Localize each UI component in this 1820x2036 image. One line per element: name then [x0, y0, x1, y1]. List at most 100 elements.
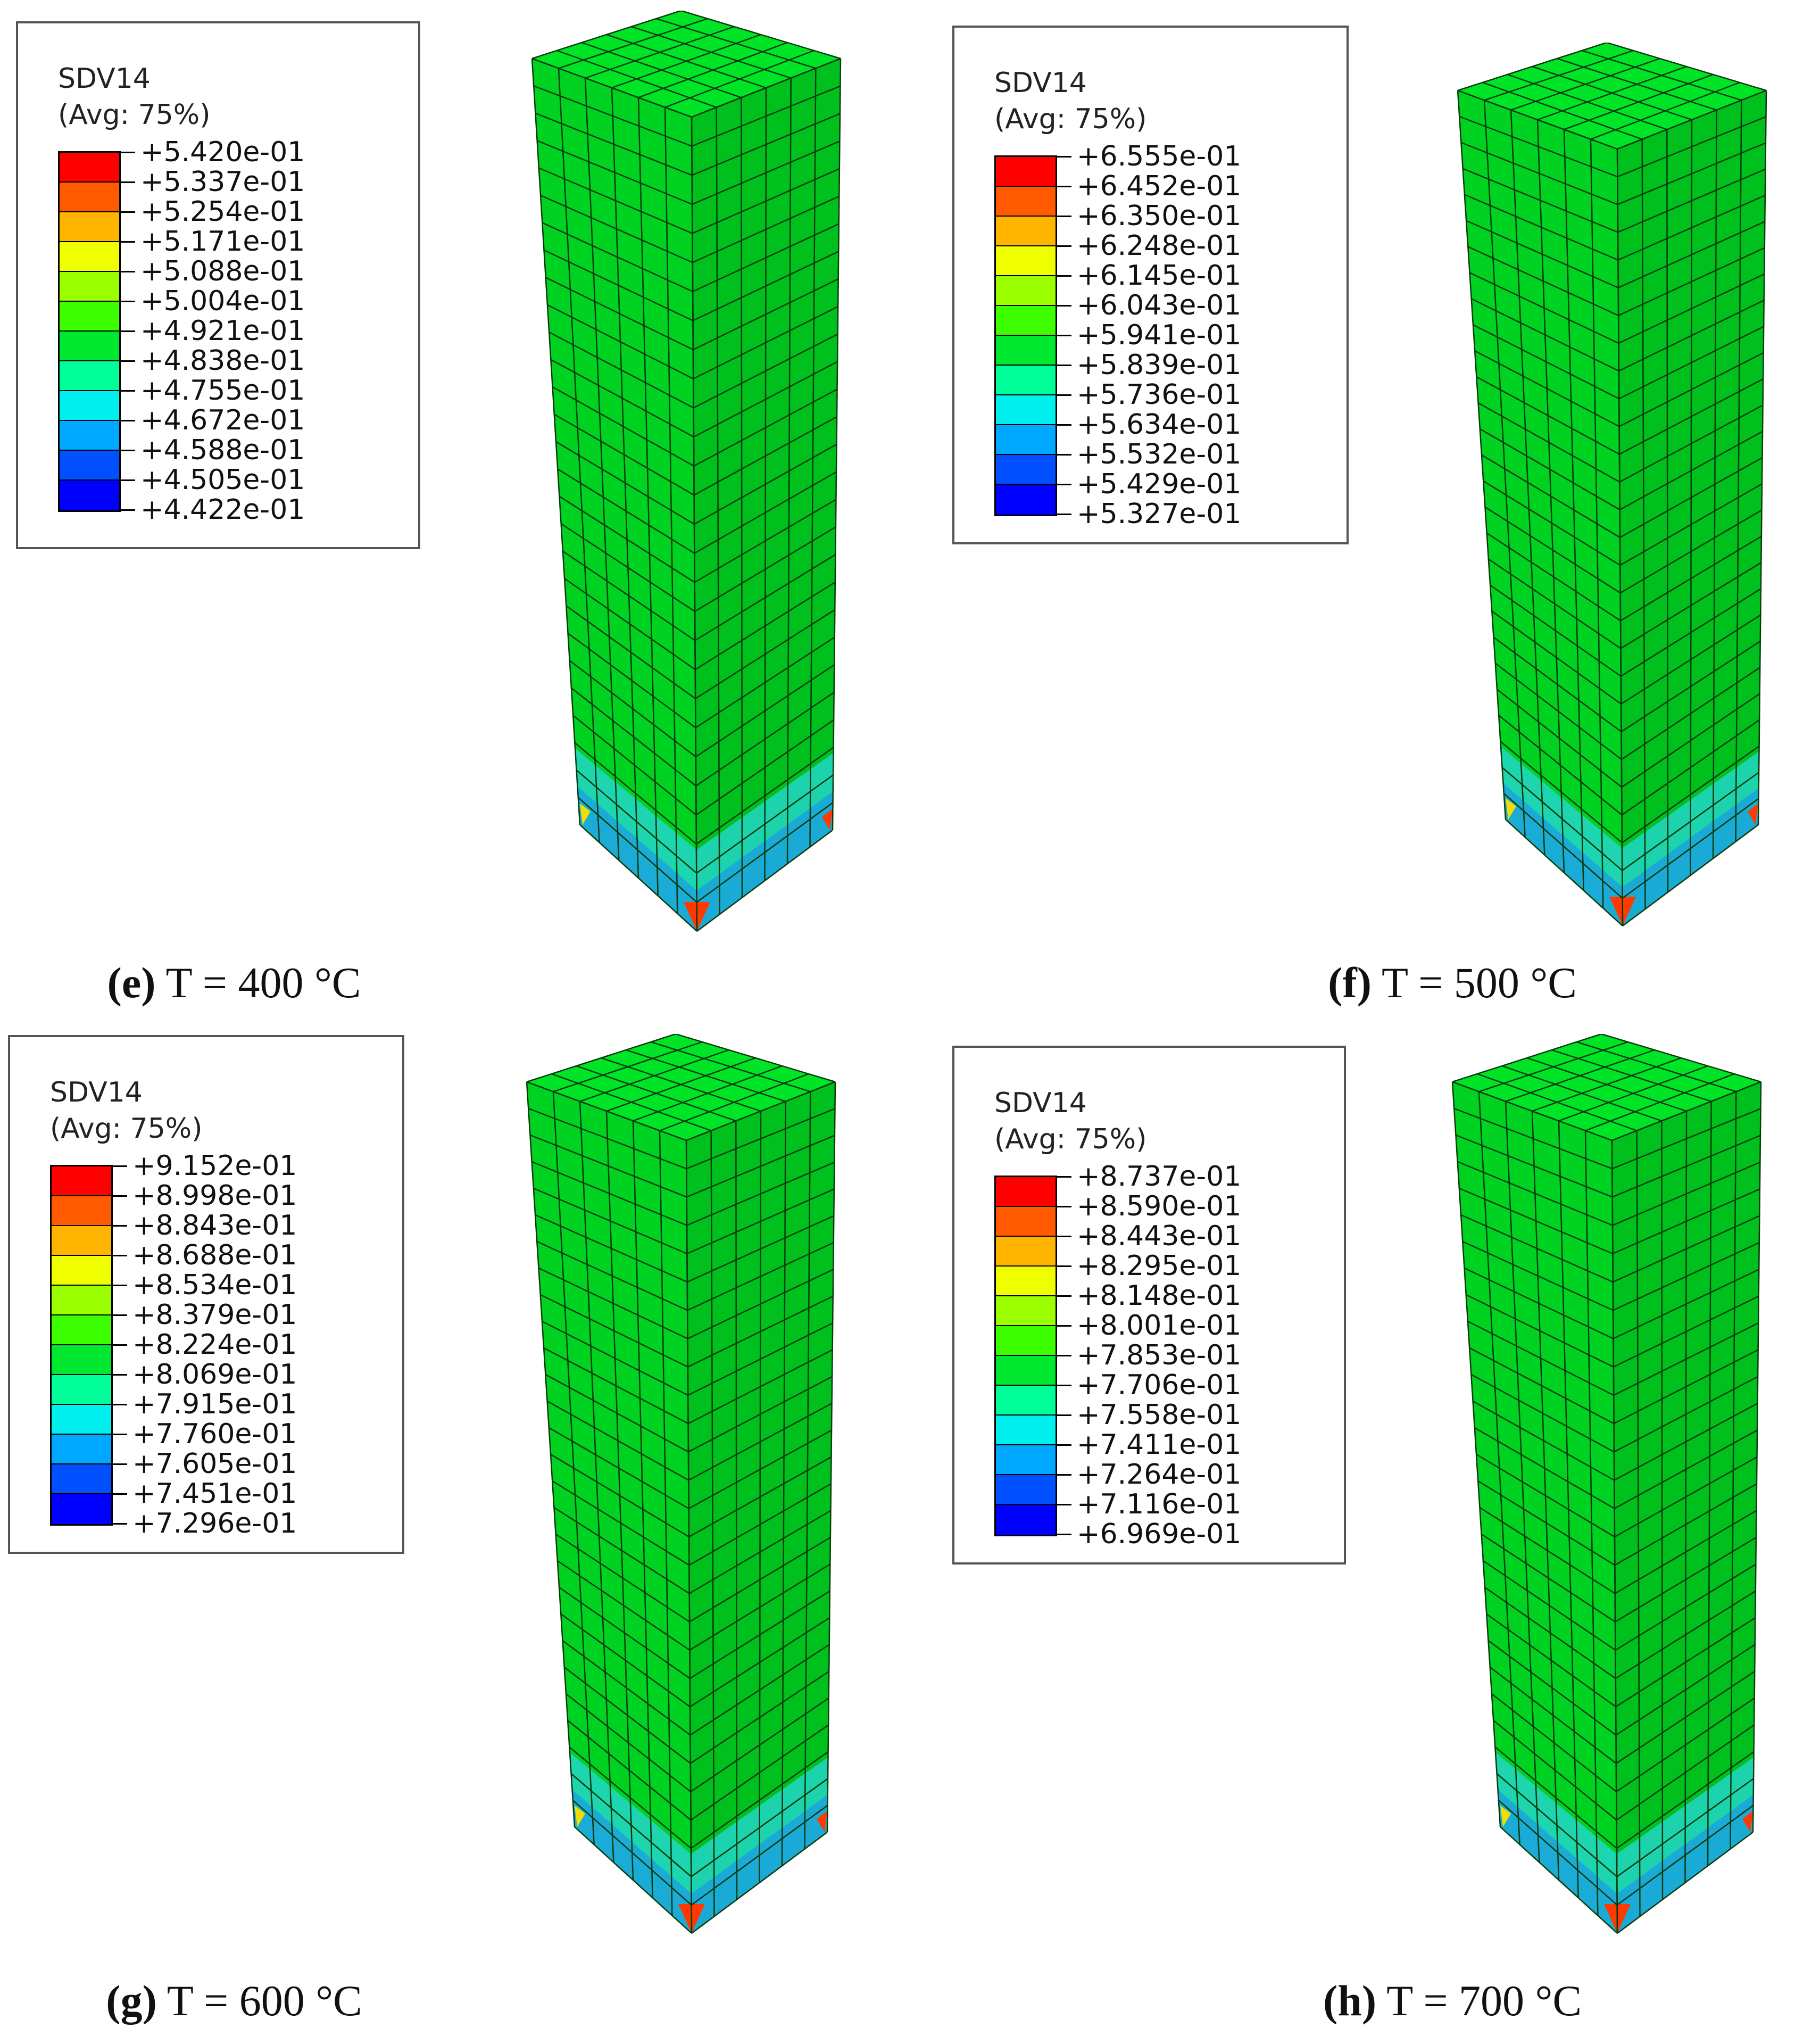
legend-tick [1056, 424, 1071, 426]
legend-tick [119, 330, 135, 332]
mesh-horizontal-left [564, 578, 696, 671]
color-swatch [52, 1345, 111, 1375]
legend-tick [119, 360, 135, 362]
legend-value: +4.505e-01 [140, 464, 305, 496]
mesh-horizontal-left [559, 495, 695, 583]
mesh-horizontal-right [1615, 1617, 1756, 1708]
mesh-top-b [1617, 89, 1767, 150]
legend-tick [1056, 186, 1071, 187]
legend-title: SDV14 [994, 67, 1087, 99]
mesh-horizontal-right [1620, 640, 1761, 733]
legend-value: +8.148e-01 [1077, 1280, 1242, 1312]
mesh-top-a [675, 1034, 836, 1083]
color-swatch [996, 395, 1056, 425]
mesh-horizontal-right [1619, 431, 1763, 510]
caption-text: T = 700 °C [1376, 1976, 1582, 2025]
legend-tick [1056, 1355, 1071, 1356]
mesh-horizontal-left [1496, 1773, 1618, 1877]
mesh-horizontal-left [1481, 1533, 1616, 1623]
color-swatch [996, 187, 1056, 217]
mesh-horizontal-right [693, 361, 838, 438]
mesh-horizontal-left [1473, 324, 1619, 400]
mesh-horizontal-right [691, 85, 841, 147]
color-swatch [52, 1435, 111, 1464]
mesh-horizontal-right [689, 1563, 831, 1651]
legend-subtitle: (Avg: 75%) [994, 103, 1147, 135]
mesh-top-b [686, 1081, 836, 1141]
mesh-horizontal-left [569, 1747, 692, 1849]
mesh-horizontal-right [1615, 1644, 1756, 1736]
legend-value: +4.921e-01 [140, 315, 305, 347]
mesh-horizontal-right [1616, 1670, 1755, 1764]
mesh-horizontal-left [562, 1640, 691, 1736]
legend-title: SDV14 [50, 1077, 143, 1108]
mesh-horizontal-left [1498, 715, 1623, 816]
legend-value: +6.452e-01 [1077, 170, 1242, 202]
mesh-horizontal-right [1612, 1188, 1760, 1255]
color-swatch [996, 485, 1056, 515]
hot-corner-left [1500, 1806, 1511, 1827]
mesh-horizontal-right [1616, 1724, 1755, 1821]
mesh-horizontal-right [690, 1698, 829, 1792]
legend-tick [119, 509, 135, 511]
mesh-horizontal-right [1622, 746, 1760, 843]
mesh-horizontal-left [1481, 454, 1620, 539]
legend-value: +5.736e-01 [1077, 379, 1242, 411]
mesh-horizontal-left [1483, 1560, 1616, 1651]
color-swatch [996, 1445, 1056, 1475]
mesh-horizontal-right [691, 1805, 828, 1906]
column-mesh [526, 1034, 836, 1934]
legend-value: +6.555e-01 [1077, 140, 1242, 172]
legend-value: +8.688e-01 [132, 1239, 297, 1271]
legend-title: SDV14 [58, 63, 151, 95]
mesh-horizontal-right [1615, 1590, 1756, 1679]
mesh-horizontal-left [1459, 115, 1618, 178]
mesh-horizontal-right [688, 1429, 832, 1509]
legend-tick [111, 1195, 127, 1197]
mesh-horizontal-left [1494, 663, 1622, 760]
legend-tick [1056, 1534, 1071, 1535]
legend-tick [111, 1344, 127, 1346]
legend-value: +5.429e-01 [1077, 468, 1242, 500]
mesh-horizontal-right [696, 747, 834, 845]
legend-tick [1056, 1474, 1071, 1476]
color-swatch [996, 366, 1056, 395]
mesh-horizontal-right [1616, 1805, 1754, 1906]
mesh-horizontal-left [574, 742, 697, 845]
column-mesh [531, 11, 842, 932]
mesh-horizontal-left [572, 715, 697, 816]
color-swatch [996, 1386, 1056, 1416]
mesh-horizontal-left [1466, 220, 1619, 288]
mesh-horizontal-left [1489, 1667, 1617, 1764]
mesh-horizontal-right [1615, 1510, 1757, 1594]
mesh-horizontal-left [1462, 168, 1618, 233]
mesh-horizontal-left [549, 332, 694, 409]
color-swatch [60, 212, 119, 242]
mesh-horizontal-right [689, 1510, 832, 1594]
color-swatch [52, 1166, 111, 1196]
mesh-horizontal-left [553, 1507, 690, 1594]
caption-letter: (f) [1328, 958, 1372, 1007]
legend-tick [111, 1285, 127, 1286]
mesh-horizontal-left [1488, 558, 1622, 649]
caption: (h) T = 700 °C [1240, 1976, 1665, 2026]
mesh-horizontal-right [695, 719, 834, 816]
mesh-horizontal-left [545, 1373, 689, 1453]
mesh-horizontal-left [535, 1214, 688, 1283]
legend-value: +8.379e-01 [132, 1299, 297, 1331]
mesh-horizontal-right [1617, 194, 1766, 261]
legend-box: SDV14 (Avg: 75%) +9.152e-01 +8.998e-01 +8.… [8, 1035, 404, 1554]
legend-value: +9.152e-01 [132, 1150, 297, 1182]
mesh-horizontal-right [686, 1135, 835, 1198]
mesh-horizontal-right [694, 416, 837, 496]
legend-tick [119, 420, 135, 421]
color-swatch [60, 153, 119, 183]
legend-tick [1056, 394, 1071, 396]
hot-corner-right [1742, 1811, 1753, 1832]
hot-corner-right [822, 809, 833, 830]
mesh-horizontal-right [1620, 509, 1763, 594]
color-swatch [52, 1196, 111, 1226]
legend-value: +8.295e-01 [1077, 1250, 1242, 1282]
mesh-horizontal-right [1617, 142, 1766, 205]
mesh-horizontal-right [693, 388, 838, 467]
